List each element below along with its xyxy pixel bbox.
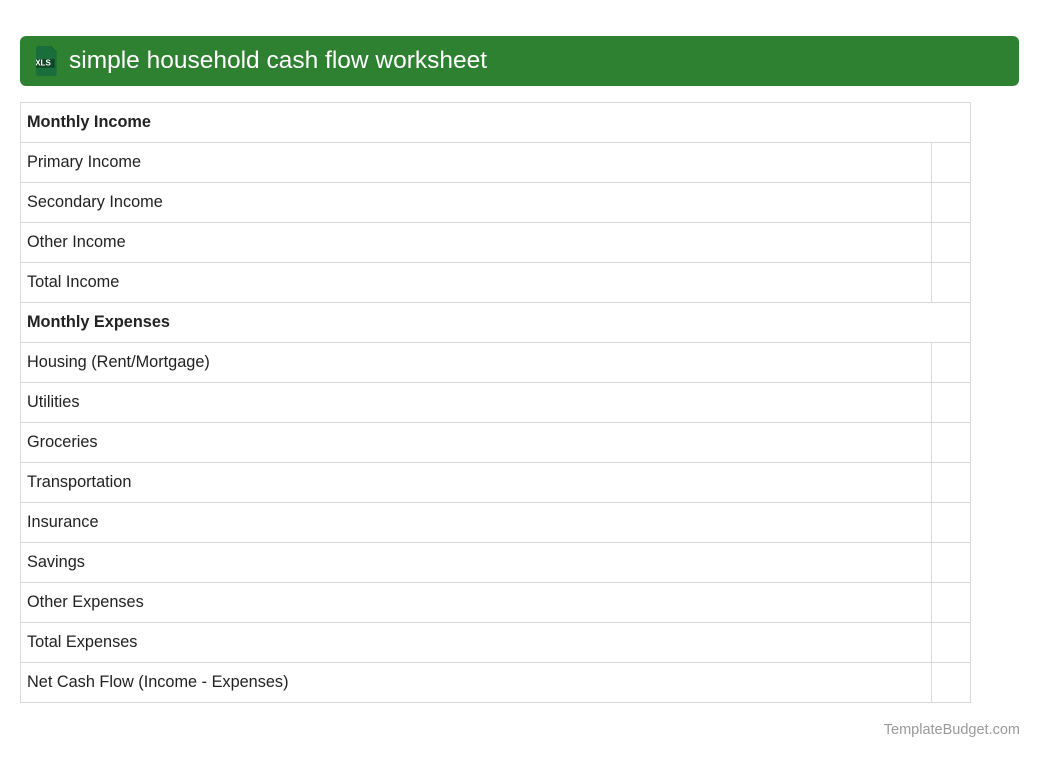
svg-text:XLS: XLS bbox=[36, 59, 51, 68]
